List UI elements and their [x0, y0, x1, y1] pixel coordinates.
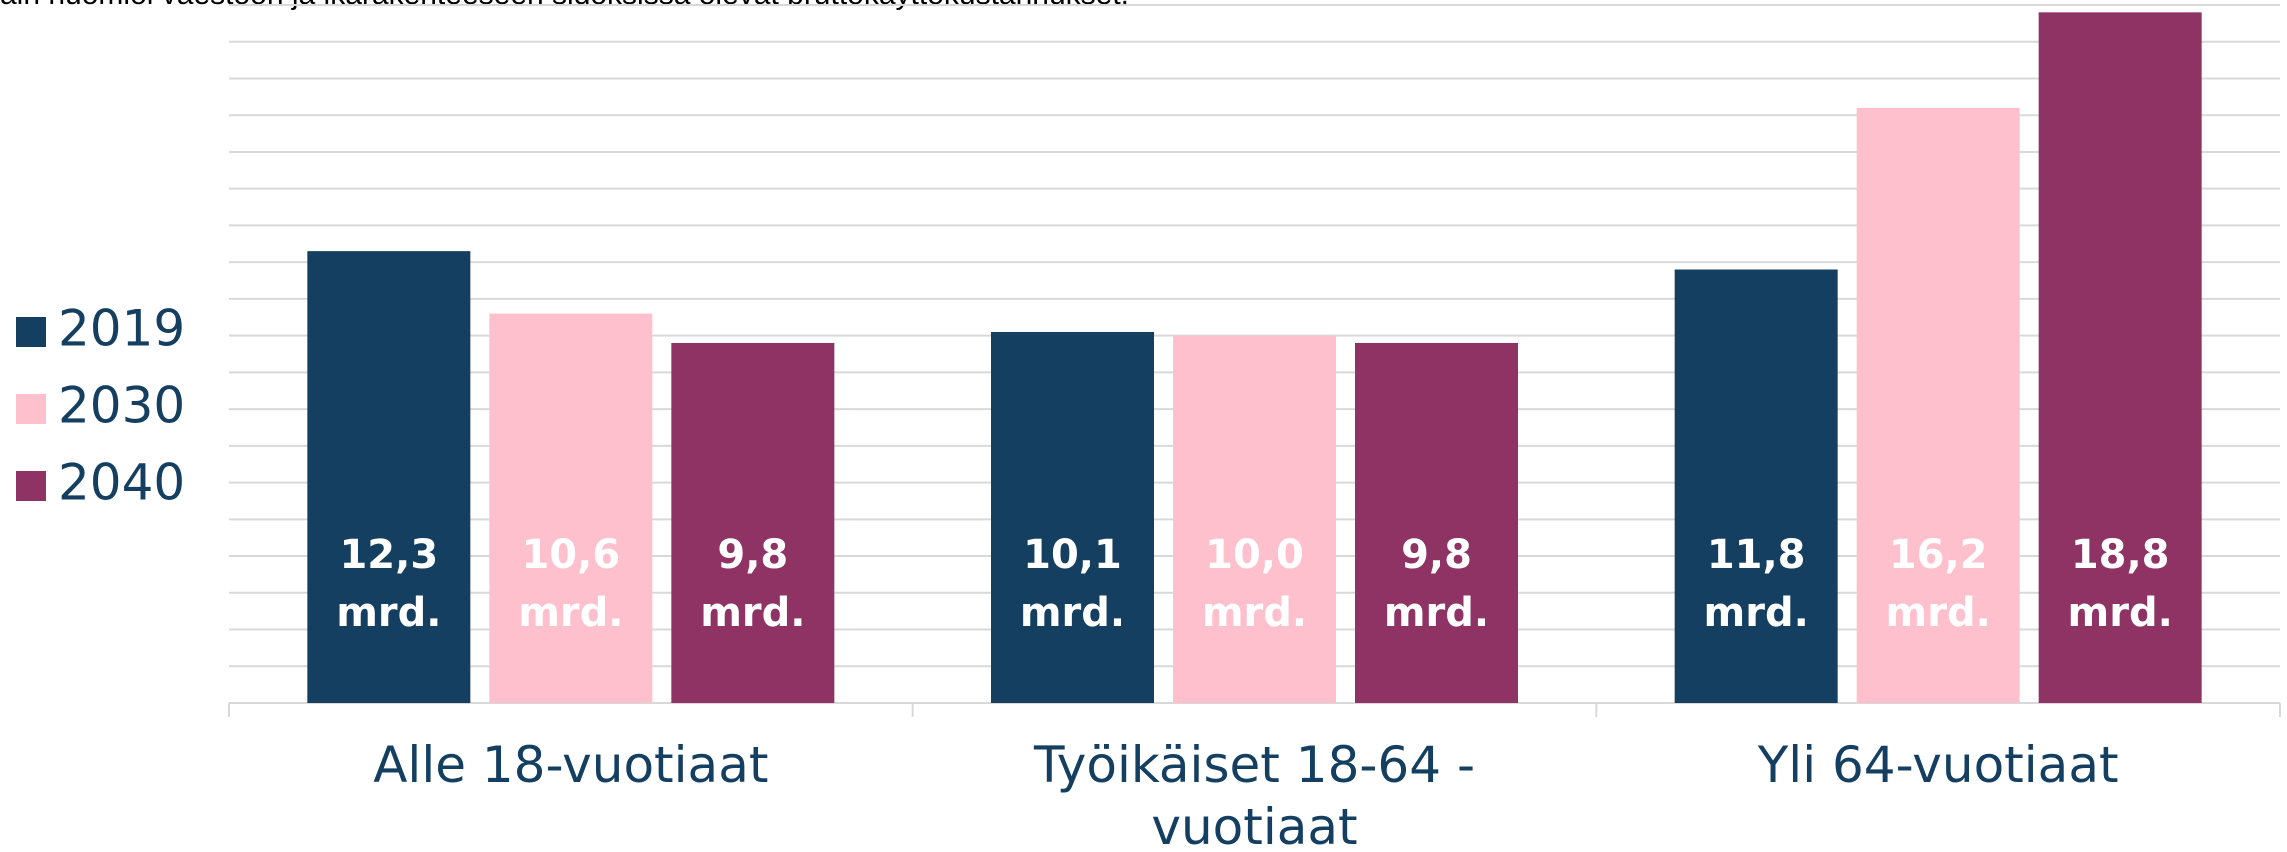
legend-label: 2030: [58, 377, 185, 435]
bar: [1173, 336, 1336, 703]
bar: [1355, 343, 1518, 703]
legend-swatch: [16, 471, 46, 501]
bar: [1675, 270, 1838, 703]
legend-swatch: [16, 317, 46, 347]
x-tick-label: Yli 64-vuotiaat: [1757, 736, 2119, 794]
bar: [489, 314, 652, 703]
bar: [991, 332, 1154, 703]
legend-label: 2040: [58, 454, 185, 512]
legend-label: 2019: [58, 300, 185, 358]
x-tick-label: Työikäiset 18-64 -vuotiaat: [1033, 736, 1475, 852]
bar: [671, 343, 834, 703]
x-tick-label: Alle 18-vuotiaat: [373, 736, 768, 794]
chart: äin huomioi väestöön ja ikärakenteeseen …: [0, 0, 2287, 852]
legend-swatch: [16, 394, 46, 424]
